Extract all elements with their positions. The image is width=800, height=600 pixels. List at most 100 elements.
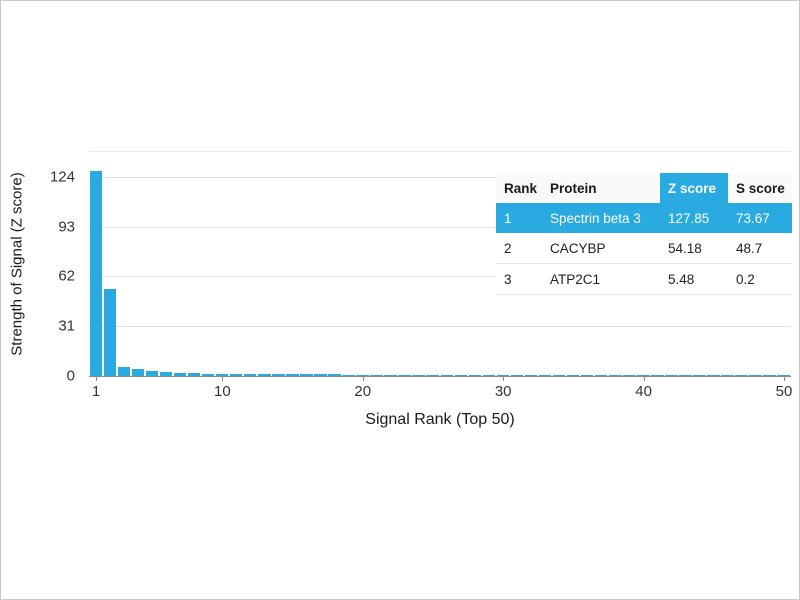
x-axis-title: Signal Rank (Top 50) [365,411,515,428]
x-tick-label-1: 1 [91,383,101,400]
bar-rank-2 [103,288,117,376]
score-table-header: Rank Protein Z score S score [496,173,792,203]
x-tick-label-50: 50 [775,383,793,400]
bar-rank-45 [707,375,720,376]
bar-rank-40 [637,375,650,376]
x-tick-mark-40 [643,376,645,381]
bar-rank-25 [426,374,439,376]
bar-rank-38 [608,375,622,376]
score-table-body: 1 Spectrin beta 3 127.85 73.67 2 CACYBP 54.18 4… [496,203,792,295]
bar-rank-43 [679,375,692,376]
bar-rank-21 [370,374,383,376]
bar-rank-6 [159,372,173,376]
bar-rank-5 [145,371,159,376]
bar-rank-44 [693,375,706,376]
bar-rank-10 [215,373,229,376]
bar-rank-37 [594,375,608,376]
column-header-rank: Rank [496,173,542,203]
cell-protein: Spectrin beta 3 [542,203,660,233]
bar-rank-26 [440,374,454,376]
bar-rank-31 [510,375,524,376]
x-axis-line [89,376,791,377]
bar-rank-1 [89,170,103,376]
x-tick-label-10: 10 [214,383,231,400]
bar-rank-7 [173,372,187,376]
table-row-rank-2: 2 CACYBP 54.18 48.7 [496,233,792,264]
bar-rank-39 [623,375,636,376]
y-tick-label-62: 62 [58,267,75,285]
column-header-protein: Protein [542,173,660,203]
gridline-124 [89,176,791,178]
cell-z-score: 127.85 [660,203,728,233]
score-table: Rank Protein Z score S score 1 Spectrin beta… [496,173,792,295]
bar-rank-3 [117,367,131,376]
cell-rank: 1 [496,203,542,233]
y-tick-label-31: 31 [58,317,75,335]
bar-rank-22 [384,374,397,376]
x-tick-mark-20 [362,376,364,381]
bar-rank-20 [356,374,369,376]
x-tick-mark-30 [503,376,505,381]
cell-s-score: 0.2 [736,271,755,287]
x-tick-mark-1 [96,376,98,381]
x-tick-label-20: 20 [354,383,372,400]
bar-rank-15 [286,374,299,376]
gridline-93 [89,226,791,228]
bar-rank-9 [201,373,215,376]
column-header-s-score: S score [728,173,792,203]
cell-protein: CACYBP [550,240,606,256]
cell-protein: ATP2C1 [550,271,601,287]
table-row-rank-1: 1 Spectrin beta 3 127.85 73.67 [496,203,792,233]
bar-rank-19 [342,374,355,376]
bar-rank-49 [763,375,776,376]
bar-rank-30 [496,375,510,376]
bar-rank-8 [187,373,201,376]
bar-rank-23 [398,374,411,376]
bar-rank-47 [735,375,748,376]
y-tick-label-0: 0 [66,367,75,385]
cell-z-score: 54.18 [668,240,702,256]
bar-rank-17 [314,374,327,376]
cell-s-score: 48.7 [736,240,763,256]
header-row: Rank Protein Z score S score [496,173,792,203]
bar-rank-36 [580,375,594,376]
bar-rank-14 [272,374,285,376]
x-tick-label-30: 30 [494,383,512,400]
bar-rank-13 [257,374,271,376]
bar-rank-24 [412,374,425,376]
bar-rank-42 [665,375,678,376]
x-tick-labels: 1 10 20 30 40 50 [89,376,793,406]
cell-rank: 2 [504,240,512,256]
plot-area [89,151,791,377]
bar-rank-33 [538,375,552,376]
x-tick-label-40: 40 [635,383,652,400]
bar-rank-46 [721,375,734,376]
bar-rank-4 [131,369,145,376]
bar-rank-35 [566,375,580,376]
bar-rank-16 [300,374,313,376]
y-tick-labels: 0 31 62 93 124 [1,1,79,599]
cell-z-score: 5.48 [668,271,695,287]
cell-rank: 3 [504,271,512,287]
bar-rank-29 [482,374,496,376]
cell-s-score: 73.67 [728,203,792,233]
x-tick-mark-10 [222,376,224,381]
table-row-rank-3: 3 ATP2C1 5.48 0.2 [496,264,792,295]
bar-rank-32 [524,375,538,376]
bar-rank-27 [454,374,468,376]
bar-rank-34 [552,375,566,376]
bar-rank-41 [651,375,664,376]
y-tick-label-93: 93 [58,218,75,236]
bar-rank-50 [777,375,790,376]
y-tick-label-124: 124 [49,168,75,186]
bar-rank-28 [468,374,482,376]
x-tick-mark-50 [783,376,785,381]
column-header-z-score: Z score [660,173,728,203]
bar-rank-18 [328,374,341,376]
bar-rank-48 [749,375,762,376]
bar-rank-11 [229,373,243,376]
gridline-31 [89,326,791,328]
gridline-62 [89,276,791,278]
bar-rank-12 [243,374,257,376]
